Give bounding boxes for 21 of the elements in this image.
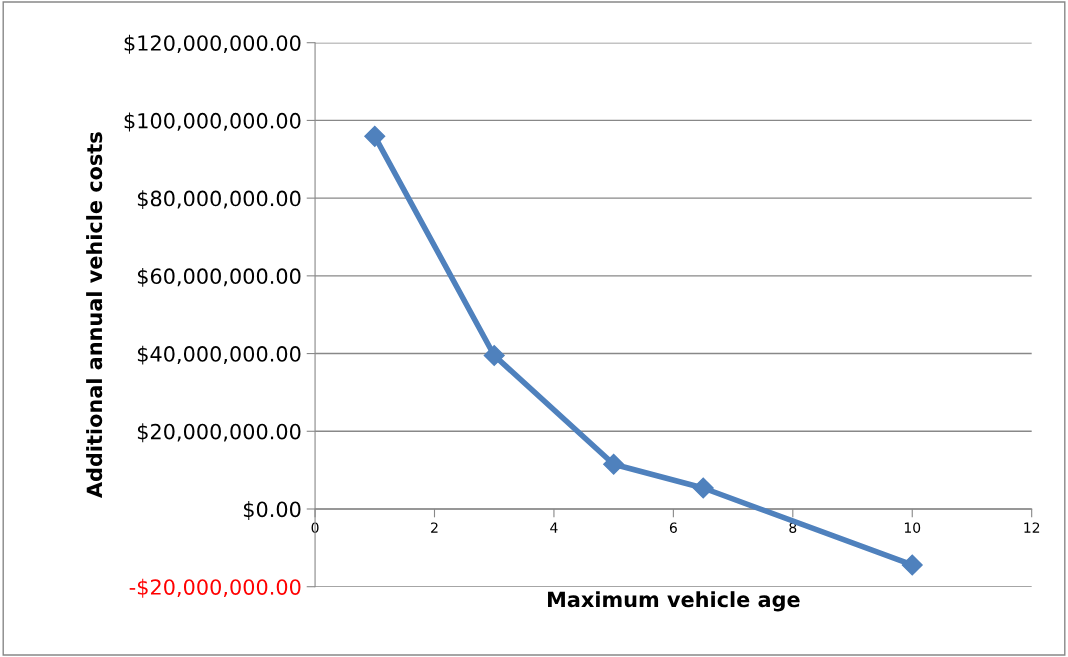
x-tick-label: 2 (431, 522, 438, 533)
x-axis-title: Maximum vehicle age (548, 591, 800, 612)
point (901, 554, 923, 576)
x-tick-label: 4 (550, 522, 558, 533)
x-tick-label: 10 (904, 522, 921, 533)
point (364, 125, 386, 147)
y-tick-label: $0.00 (243, 501, 301, 520)
y-tick-label: $40,000,000.00 (137, 345, 301, 365)
y-tick-label: $20,000,000.00 (137, 423, 301, 443)
y-tick-label: $100,000,000.00 (124, 112, 301, 132)
x-tick-label: 12 (1024, 522, 1040, 533)
point (692, 477, 714, 499)
y-tick-label: $80,000,000.00 (137, 190, 301, 210)
x-tick-label: 0 (311, 522, 319, 533)
point (483, 344, 505, 367)
x-tick-label: 6 (669, 522, 677, 533)
y-tick-label: $120,000,000.00 (124, 34, 301, 54)
point (603, 453, 625, 475)
y-axis-title: Additional annual vehicle costs (86, 132, 103, 498)
y-tick-label: -$20,000,000.00 (129, 578, 301, 598)
y-tick-label: $60,000,000.00 (137, 267, 301, 287)
